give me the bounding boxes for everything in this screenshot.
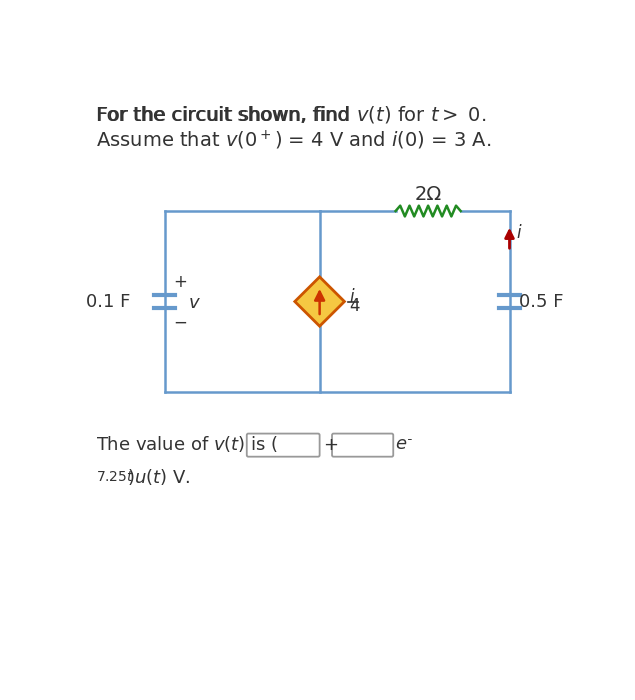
Text: +: + (173, 272, 187, 290)
Text: 4: 4 (349, 297, 359, 315)
Text: 2Ω: 2Ω (415, 185, 442, 204)
Polygon shape (295, 277, 344, 326)
Text: )$u(t)$ V.: )$u(t)$ V. (128, 468, 190, 487)
Text: $i$: $i$ (516, 223, 522, 242)
Text: 0.5 F: 0.5 F (519, 293, 563, 311)
Text: $i$: $i$ (349, 288, 356, 306)
Text: +: + (323, 436, 338, 454)
Text: For the circuit shown, find: For the circuit shown, find (97, 106, 356, 125)
Text: 0.1 F: 0.1 F (86, 293, 131, 311)
Text: 7.25$t$: 7.25$t$ (97, 470, 135, 484)
FancyBboxPatch shape (332, 433, 393, 456)
Text: Assume that $v(0^+)$ = 4 V and $i$(0) = 3 A.: Assume that $v(0^+)$ = 4 V and $i$(0) = … (97, 129, 491, 152)
Text: $e^{\bar{\ }}$: $e^{\bar{\ }}$ (395, 435, 413, 454)
Text: For the circuit shown, find: For the circuit shown, find (97, 106, 356, 125)
FancyBboxPatch shape (247, 433, 319, 456)
Text: The value of $v(t)$ is (: The value of $v(t)$ is ( (97, 434, 279, 454)
Text: For the circuit shown, find $v(t)$ for $t>$ 0.: For the circuit shown, find $v(t)$ for $… (97, 104, 487, 125)
Text: −: − (173, 314, 187, 332)
Text: $v$: $v$ (188, 294, 201, 312)
